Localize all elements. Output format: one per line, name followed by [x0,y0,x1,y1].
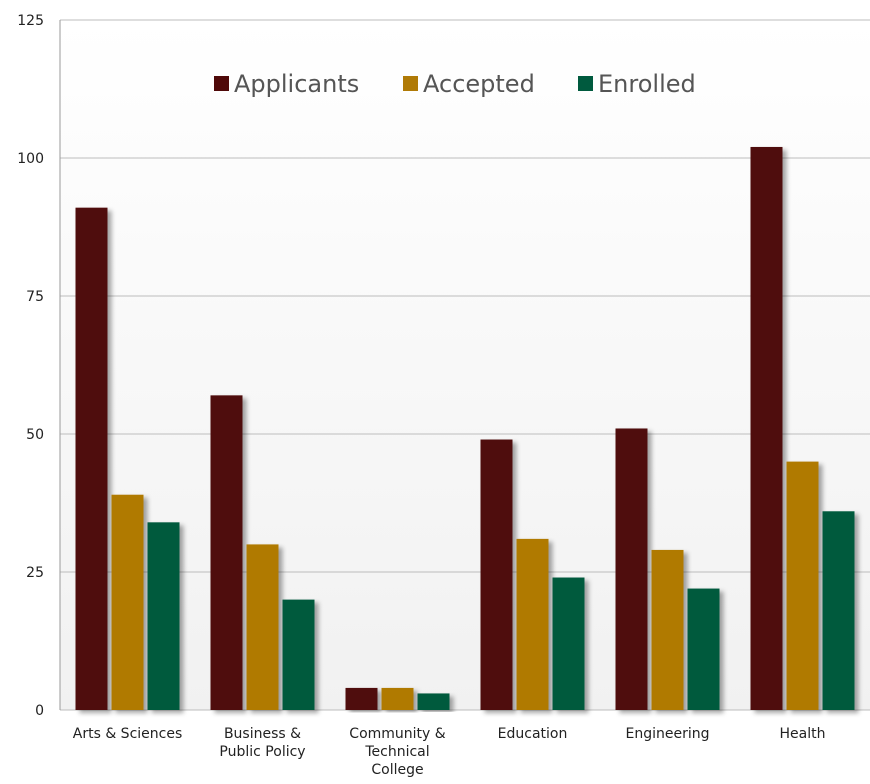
bar-applicants [75,207,108,710]
legend-swatch [578,76,593,91]
legend-label: Accepted [423,70,535,98]
y-tick-label: 25 [26,565,44,581]
bar-applicants [750,146,783,710]
bar-accepted [111,494,144,710]
bar-accepted [651,549,684,710]
x-category-label: Business & Public Policy [219,726,305,760]
bar-applicants [345,687,378,710]
y-tick-label: 125 [17,13,44,29]
x-category-label: Engineering [626,726,710,742]
legend: Applicants Accepted Enrolled [214,70,696,98]
x-category-label-line: College [371,762,423,778]
grid-lines [60,19,870,711]
bar-applicants [615,428,648,710]
legend-swatch [214,76,229,91]
bar-enrolled [687,588,720,710]
bar-enrolled [282,599,315,710]
x-category-label-line: Public Policy [219,744,305,760]
y-tick-label: 50 [26,427,44,443]
x-category-label: Arts & Sciences [73,726,183,742]
x-category-label: Community & Technical College [349,726,445,778]
x-category-label-line: Arts & Sciences [73,726,183,742]
x-category-label: Health [780,726,826,742]
plot-area [60,20,870,710]
legend-item-applicants: Applicants [214,70,359,98]
bar-accepted [786,461,819,710]
legend-item-accepted: Accepted [403,70,535,98]
x-category-label: Education [498,726,568,742]
bar-enrolled [417,693,450,710]
bar-accepted [516,538,549,710]
y-tick-label: 75 [26,289,44,305]
legend-label: Applicants [234,70,359,98]
x-category-label-line: Education [498,726,568,742]
bar-enrolled [147,522,180,710]
bar-enrolled [822,511,855,710]
x-category-labels: Arts & Sciences Business & Public Policy Co… [73,726,826,778]
bar-applicants [480,439,513,710]
bar-accepted [246,544,279,710]
bars [75,146,855,710]
x-category-label-line: Technical [364,744,429,760]
bar-applicants [210,395,243,710]
legend-label: Enrolled [598,70,696,98]
x-category-label-line: Business & [224,726,301,742]
bar-accepted [381,687,414,710]
x-category-label-line: Engineering [626,726,710,742]
y-tick-label: 0 [35,703,44,719]
bar-enrolled [552,577,585,710]
x-category-label-line: Community & [349,726,445,742]
legend-item-enrolled: Enrolled [578,70,696,98]
y-tick-labels: 0 25 50 75 100 125 [17,13,44,719]
legend-swatch [403,76,418,91]
x-category-label-line: Health [780,726,826,742]
y-tick-label: 100 [17,151,44,167]
